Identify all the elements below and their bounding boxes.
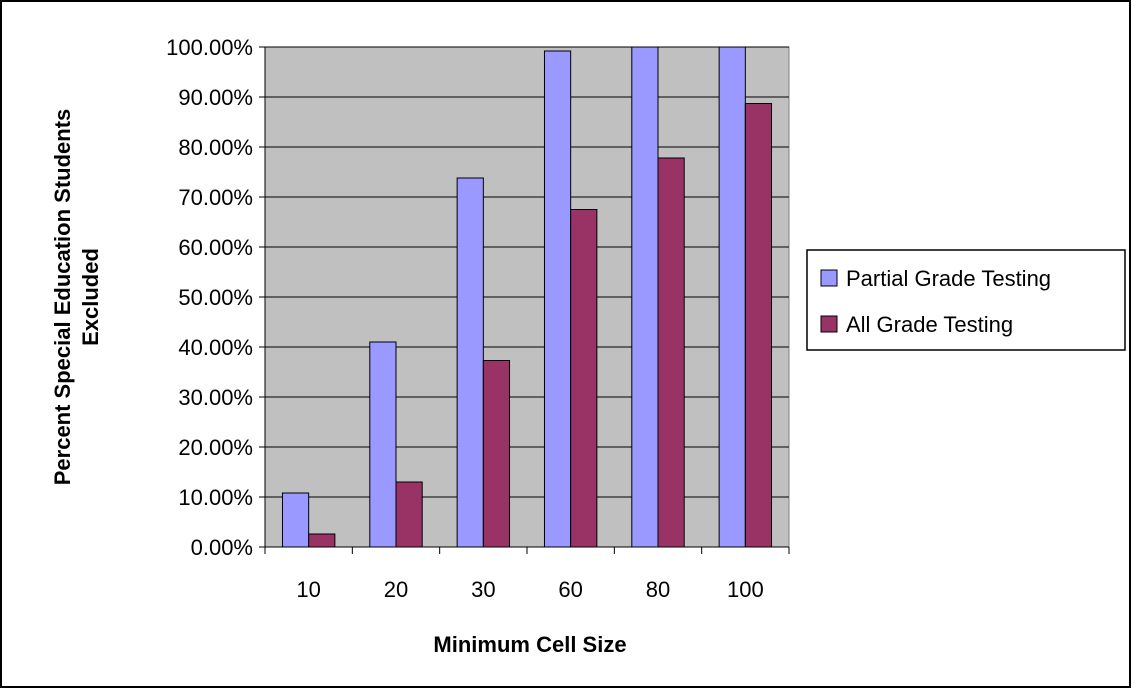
y-tick-label: 20.00% [178, 435, 253, 460]
bar-all-grade-testing-20 [395, 481, 423, 548]
legend-swatch-all-grade-testing [820, 315, 838, 333]
y-axis-title: Percent Special Education Students Exclu… [50, 109, 103, 486]
x-tick-label: 30 [471, 577, 495, 602]
bar-partial-grade-testing-10 [281, 492, 310, 548]
y-tick-label: 100.00% [166, 35, 253, 60]
y-tick-label: 10.00% [178, 485, 253, 510]
y-axis-title-line-2: Excluded [78, 248, 103, 346]
x-tick-label: 10 [296, 577, 320, 602]
legend-box [806, 249, 1126, 351]
x-axis-title: Minimum Cell Size [433, 632, 626, 657]
y-tick-label: 30.00% [178, 385, 253, 410]
bar-all-grade-testing-30 [482, 360, 511, 548]
y-axis-title-line-1: Percent Special Education Students [50, 109, 75, 486]
bar-all-grade-testing-60 [570, 209, 598, 548]
bar-all-grade-testing-80 [657, 157, 685, 548]
y-tick-label: 40.00% [178, 335, 253, 360]
bar-all-grade-testing-100 [744, 103, 773, 548]
x-tick-label: 80 [646, 577, 670, 602]
legend: Partial Grade Testing All Grade Testing [806, 249, 1126, 351]
bar-partial-grade-testing-20 [369, 341, 397, 548]
y-tick-label: 0.00% [191, 535, 253, 560]
x-tick-label: 20 [384, 577, 408, 602]
y-tick-label: 80.00% [178, 135, 253, 160]
y-tick-label: 60.00% [178, 235, 253, 260]
bar-partial-grade-testing-100 [718, 46, 746, 548]
x-tick-label: 100 [727, 577, 764, 602]
legend-swatch-partial-grade-testing [820, 269, 838, 287]
grid-lines [265, 46, 789, 498]
y-tick-labels: 0.00% 10.00% 20.00% 30.00% 40.00% 50.00% 60.00… [166, 35, 253, 560]
legend-label-partial-grade-testing: Partial Grade Testing [846, 266, 1051, 291]
bar-partial-grade-testing-80 [631, 46, 659, 548]
y-tick-label: 90.00% [178, 85, 253, 110]
bar-partial-grade-testing-30 [456, 177, 484, 548]
bar-all-grade-testing-10 [308, 533, 336, 548]
x-tick-label: 60 [558, 577, 582, 602]
y-tick-label: 50.00% [178, 285, 253, 310]
y-tick-label: 70.00% [178, 185, 253, 210]
legend-label-all-grade-testing: All Grade Testing [846, 312, 1013, 337]
axes [259, 46, 790, 554]
bar-partial-grade-testing-60 [543, 50, 572, 548]
x-tick-labels: 10 20 30 60 80 100 [296, 577, 763, 602]
